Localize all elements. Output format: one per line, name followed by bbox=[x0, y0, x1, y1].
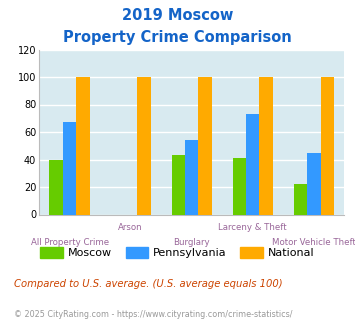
Bar bbox=[198, 77, 212, 214]
Text: Burglary: Burglary bbox=[173, 238, 210, 247]
Text: Property Crime Comparison: Property Crime Comparison bbox=[63, 30, 292, 45]
Bar bbox=[185, 140, 198, 214]
Bar bbox=[307, 152, 321, 214]
Text: © 2025 CityRating.com - https://www.cityrating.com/crime-statistics/: © 2025 CityRating.com - https://www.city… bbox=[14, 310, 293, 319]
Bar bbox=[233, 158, 246, 214]
Bar bbox=[137, 77, 151, 214]
Text: 2019 Moscow: 2019 Moscow bbox=[122, 8, 233, 23]
Bar bbox=[76, 77, 90, 214]
Text: Compared to U.S. average. (U.S. average equals 100): Compared to U.S. average. (U.S. average … bbox=[14, 279, 283, 289]
Bar bbox=[171, 155, 185, 214]
Legend: Moscow, Pennsylvania, National: Moscow, Pennsylvania, National bbox=[36, 242, 319, 263]
Bar bbox=[260, 77, 273, 214]
Text: Motor Vehicle Theft: Motor Vehicle Theft bbox=[272, 238, 355, 247]
Text: All Property Crime: All Property Crime bbox=[31, 238, 109, 247]
Bar bbox=[321, 77, 334, 214]
Bar bbox=[294, 184, 307, 214]
Text: Arson: Arson bbox=[118, 223, 143, 232]
Bar bbox=[63, 122, 76, 214]
Bar bbox=[49, 159, 63, 214]
Text: Larceny & Theft: Larceny & Theft bbox=[218, 223, 287, 232]
Bar bbox=[246, 114, 260, 214]
